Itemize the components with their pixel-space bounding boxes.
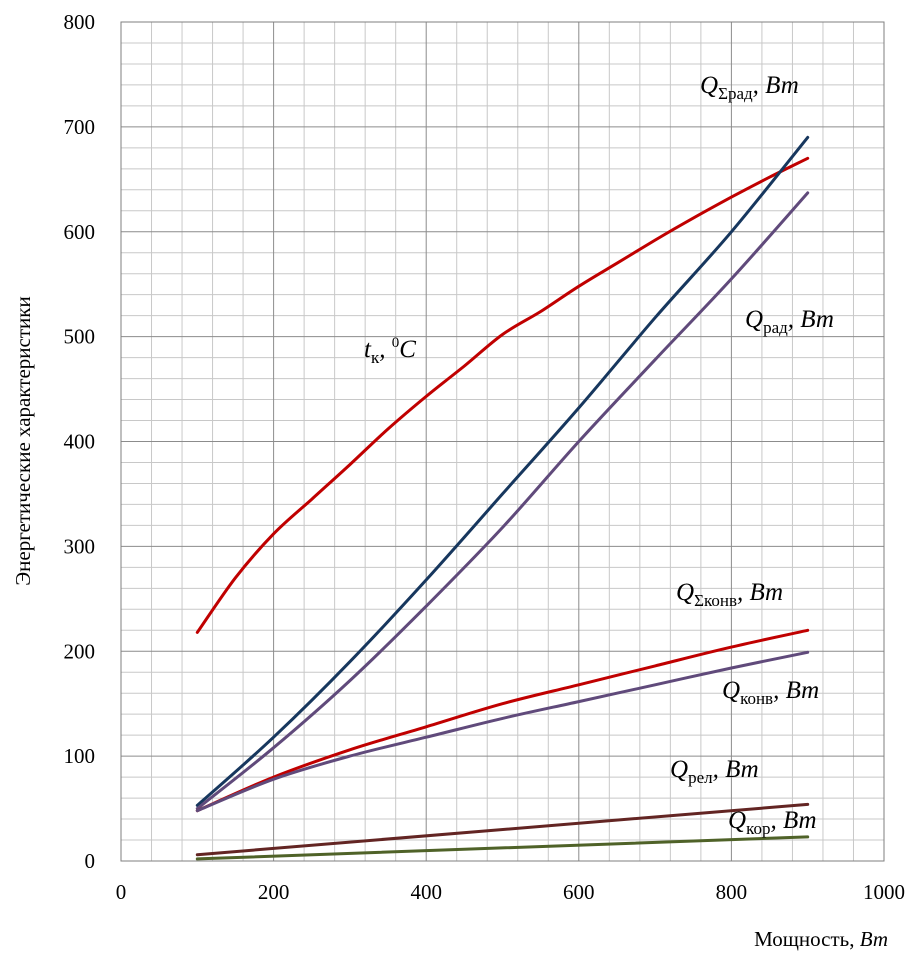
y-tick-label: 300 xyxy=(64,534,96,558)
label-q-sum-rad: QΣрад, Вт xyxy=(700,72,799,103)
x-tick-label: 400 xyxy=(410,880,442,904)
y-tick-label: 600 xyxy=(64,220,96,244)
y-tick-label: 500 xyxy=(64,325,96,349)
series-line-3 xyxy=(195,191,810,811)
series-line-5 xyxy=(195,650,810,813)
label-q-kor: Qкор, Вт xyxy=(728,807,817,838)
series-line-2 xyxy=(195,135,810,807)
y-tick-label: 400 xyxy=(64,430,96,454)
y-tick-labels: 0 100 200 300 400 500 600 700 800 xyxy=(64,10,96,873)
x-tick-label: 1000 xyxy=(863,880,905,904)
series-line-1 xyxy=(195,156,810,634)
x-axis-title-text: Мощность, xyxy=(754,927,860,951)
x-axis-title: Мощность, Вт xyxy=(754,927,888,951)
series-line-7 xyxy=(195,835,810,861)
series-line-6 xyxy=(195,802,810,857)
y-tick-label: 200 xyxy=(64,639,96,663)
y-tick-label: 0 xyxy=(85,849,96,873)
x-tick-labels: 0 200 400 600 800 1000 xyxy=(116,880,905,904)
x-tick-label: 0 xyxy=(116,880,127,904)
series-line-4 xyxy=(195,628,810,813)
plot-frame xyxy=(120,21,885,862)
x-tick-label: 800 xyxy=(716,880,748,904)
label-q-rel: Qрел, Вт xyxy=(670,756,759,787)
series-layer xyxy=(195,135,810,861)
y-tick-label: 100 xyxy=(64,744,96,768)
label-q-rad: Qрад, Вт xyxy=(745,306,834,337)
x-tick-label: 600 xyxy=(563,880,595,904)
y-tick-label: 800 xyxy=(64,10,96,34)
y-axis-title: Энергетические характеристики xyxy=(11,296,35,585)
label-tk: tк, 0C xyxy=(364,335,416,367)
label-q-sum-konv: QΣконв, Вт xyxy=(676,579,783,610)
label-q-konv: Qконв, Вт xyxy=(722,677,819,708)
y-tick-label: 700 xyxy=(64,115,96,139)
x-axis-title-unit: Вт xyxy=(860,927,888,951)
x-tick-label: 200 xyxy=(258,880,290,904)
